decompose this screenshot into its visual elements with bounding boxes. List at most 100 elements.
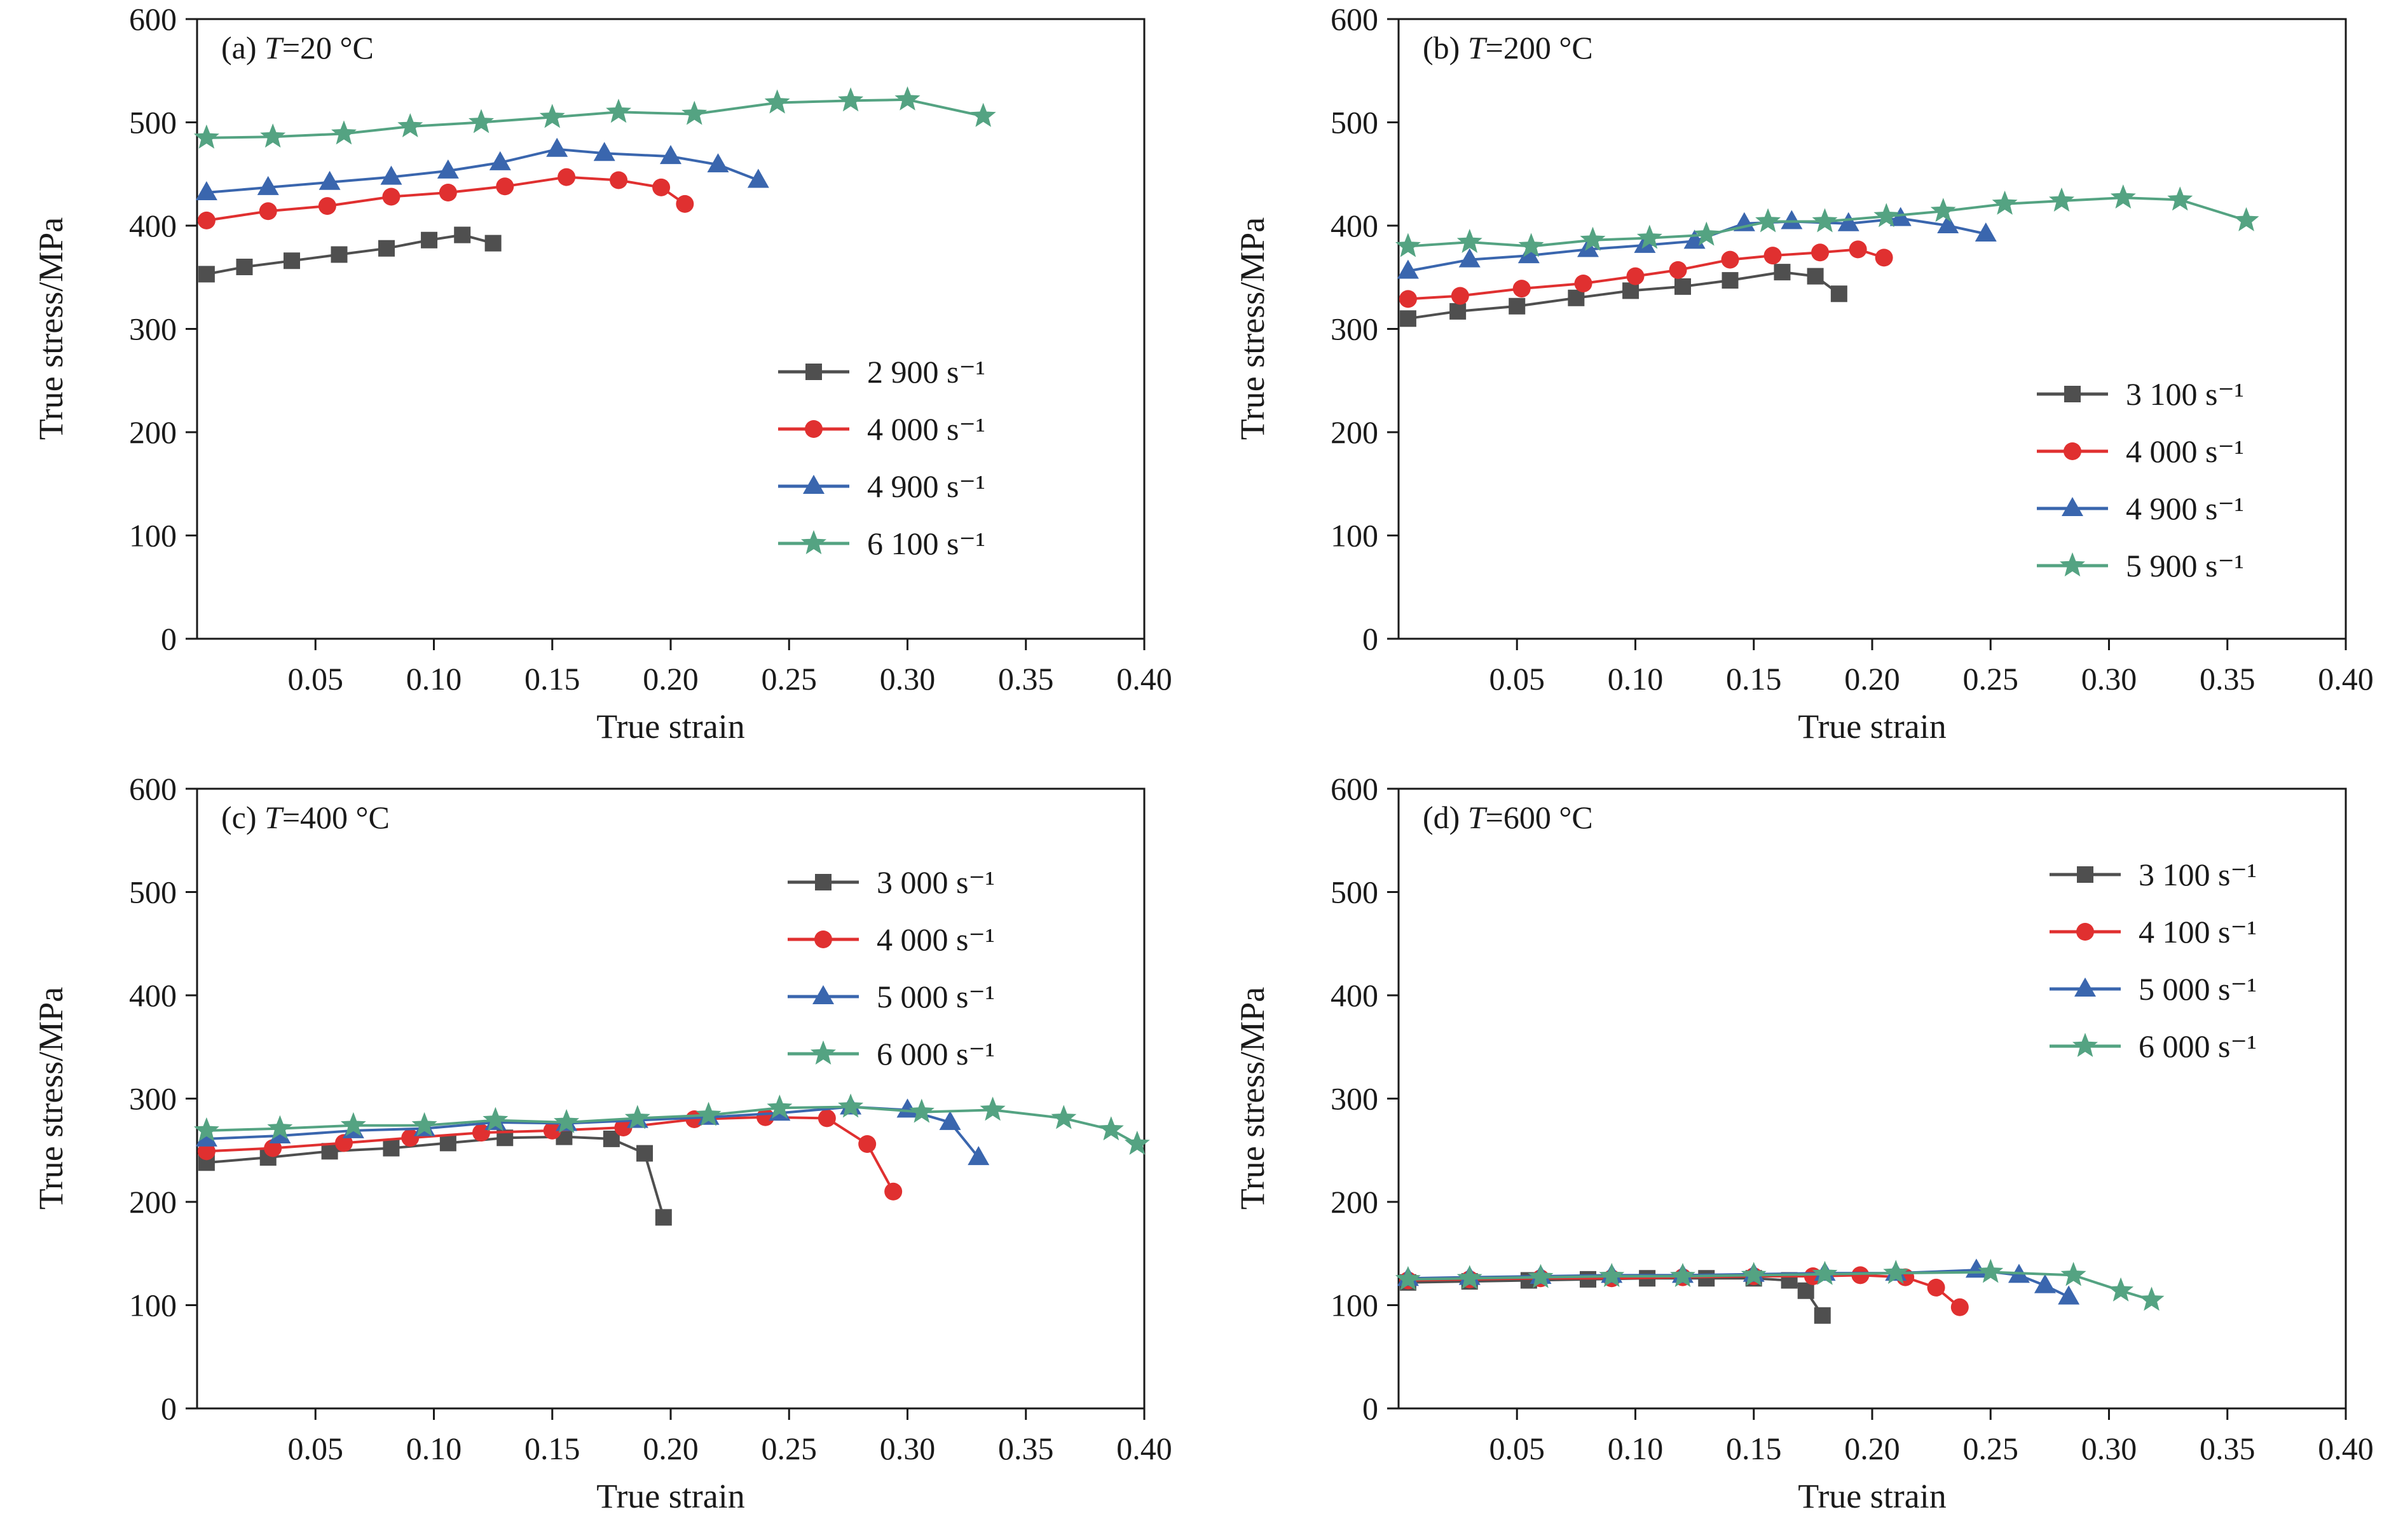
marker-star-icon — [1873, 203, 1900, 228]
marker-triangle-icon — [707, 153, 729, 173]
legend-entry: 4 900 s⁻¹ — [2034, 480, 2244, 537]
x-tick-label: 0.30 — [2081, 661, 2137, 697]
marker-square-icon — [383, 1140, 400, 1157]
marker-square-icon — [454, 226, 471, 243]
legend: 3 000 s⁻¹ 4 000 s⁻¹ 5 000 s⁻¹ 6 000 s⁻¹ — [785, 854, 995, 1082]
marker-square-icon — [805, 364, 822, 380]
marker-circle-icon — [1927, 1278, 1945, 1297]
marker-triangle-icon — [257, 175, 279, 195]
marker-circle-icon — [676, 194, 694, 213]
x-tick-label: 0.10 — [406, 1431, 462, 1466]
x-tick-label: 0.40 — [2318, 661, 2374, 697]
marker-star-icon — [1992, 190, 2018, 215]
marker-circle-icon — [2076, 923, 2094, 941]
marker-triangle-icon — [593, 142, 615, 161]
marker-circle-icon — [197, 1142, 216, 1161]
x-tick-label: 0.25 — [1963, 661, 2019, 697]
legend-label: 5 000 s⁻¹ — [2139, 971, 2257, 1007]
marker-star-icon — [681, 100, 708, 125]
y-axis-label: True stress/MPa — [32, 217, 70, 440]
y-tick-label: 600 — [1331, 1, 1378, 37]
panel-temp-value: =20 °C — [282, 30, 374, 65]
marker-circle-icon — [496, 177, 514, 196]
chart-canvas-a: 0.05 0.10 0.15 0.20 0.25 0.30 0.35 0.40 0 100 200 3… — [129, 1, 1172, 697]
panel-temp-var: T — [1467, 800, 1486, 835]
marker-square-icon — [1807, 268, 1824, 285]
legend-label: 6 100 s⁻¹ — [867, 526, 985, 561]
marker-square-icon — [1797, 1282, 1814, 1299]
marker-circle-icon — [1626, 267, 1645, 285]
marker-star-icon — [2108, 1277, 2134, 1302]
x-tick-label: 0.25 — [762, 661, 818, 697]
chart-panel-a: 0.05 0.10 0.15 0.20 0.25 0.30 0.35 0.40 0 100 200 3… — [0, 0, 1202, 770]
y-tick-label: 300 — [1331, 311, 1378, 347]
legend-marker-star-icon — [778, 530, 849, 554]
marker-circle-icon — [1950, 1298, 1969, 1316]
marker-circle-icon — [558, 168, 576, 186]
marker-circle-icon — [543, 1121, 561, 1140]
marker-star-icon — [1812, 208, 1838, 233]
marker-square-icon — [1622, 282, 1640, 299]
x-tick-label: 0.15 — [1726, 1431, 1782, 1466]
legend-marker-square-icon — [778, 364, 849, 380]
x-tick-label: 0.25 — [1963, 1431, 2019, 1466]
marker-triangle-icon — [660, 145, 681, 165]
legend-entry: 4 000 s⁻¹ — [2034, 423, 2244, 480]
x-tick-label: 0.15 — [524, 661, 580, 697]
marker-star-icon — [908, 1098, 934, 1123]
x-tick-label: 0.05 — [288, 661, 344, 697]
marker-star-icon — [193, 1117, 219, 1141]
legend-label: 4 900 s⁻¹ — [2126, 491, 2244, 526]
marker-triangle-icon — [2034, 1274, 2056, 1293]
marker-circle-icon — [1669, 261, 1687, 279]
legend-label: 4 000 s⁻¹ — [877, 922, 995, 957]
legend-entry: 6 000 s⁻¹ — [2047, 1018, 2257, 1075]
legend-entry: 5 900 s⁻¹ — [2034, 537, 2244, 594]
y-tick-label: 200 — [129, 414, 177, 450]
marker-star-icon — [2060, 552, 2085, 576]
legend-entry: 4 000 s⁻¹ — [785, 911, 995, 968]
x-tick-label: 0.15 — [524, 1431, 580, 1466]
legend-label: 5 000 s⁻¹ — [877, 979, 995, 1014]
marker-triangle-icon — [195, 181, 217, 200]
marker-star-icon — [1755, 208, 1781, 233]
marker-circle-icon — [610, 171, 628, 189]
marker-circle-icon — [197, 211, 216, 229]
y-tick-label: 0 — [1362, 1391, 1378, 1426]
marker-circle-icon — [818, 1109, 836, 1128]
y-tick-label: 0 — [161, 621, 177, 657]
legend-entry: 4 000 s⁻¹ — [776, 400, 985, 458]
marker-star-icon — [193, 124, 219, 149]
legend-label: 4 100 s⁻¹ — [2139, 914, 2257, 950]
x-tick-label: 0.30 — [880, 661, 936, 697]
series-line — [206, 1135, 665, 1218]
panel-label: (b) T=200 °C — [1423, 29, 1593, 66]
marker-circle-icon — [259, 202, 277, 221]
marker-square-icon — [1698, 1270, 1715, 1287]
marker-star-icon — [1812, 1260, 1838, 1285]
legend: 3 100 s⁻¹ 4 000 s⁻¹ 4 900 s⁻¹ 5 900 s⁻¹ — [2034, 365, 2244, 594]
legend-marker-triangle-icon — [778, 475, 849, 494]
marker-star-icon — [801, 530, 826, 554]
chart-panel-d: 0.05 0.10 0.15 0.20 0.25 0.30 0.35 0.40 0 100 200 3… — [1202, 770, 2403, 1539]
marker-circle-icon — [2064, 442, 2081, 460]
marker-star-icon — [554, 1108, 580, 1133]
marker-star-icon — [397, 113, 423, 137]
x-tick-label: 0.05 — [1489, 1431, 1545, 1466]
marker-square-icon — [321, 1143, 338, 1160]
marker-triangle-icon — [1889, 207, 1912, 226]
marker-circle-icon — [1849, 240, 1867, 259]
legend-marker-triangle-icon — [788, 985, 859, 1004]
marker-triangle-icon — [1517, 244, 1540, 264]
marker-square-icon — [236, 259, 253, 275]
series-line — [206, 175, 686, 222]
marker-triangle-icon — [1458, 248, 1481, 268]
marker-square-icon — [1509, 297, 1526, 315]
x-axis-label: True strain — [596, 1477, 745, 1515]
marker-triangle-icon — [812, 985, 834, 1004]
legend-label: 4 000 s⁻¹ — [867, 411, 985, 447]
x-tick-label: 0.30 — [880, 1431, 936, 1466]
marker-star-icon — [1051, 1105, 1077, 1129]
x-tick-label: 0.30 — [2081, 1431, 2137, 1466]
